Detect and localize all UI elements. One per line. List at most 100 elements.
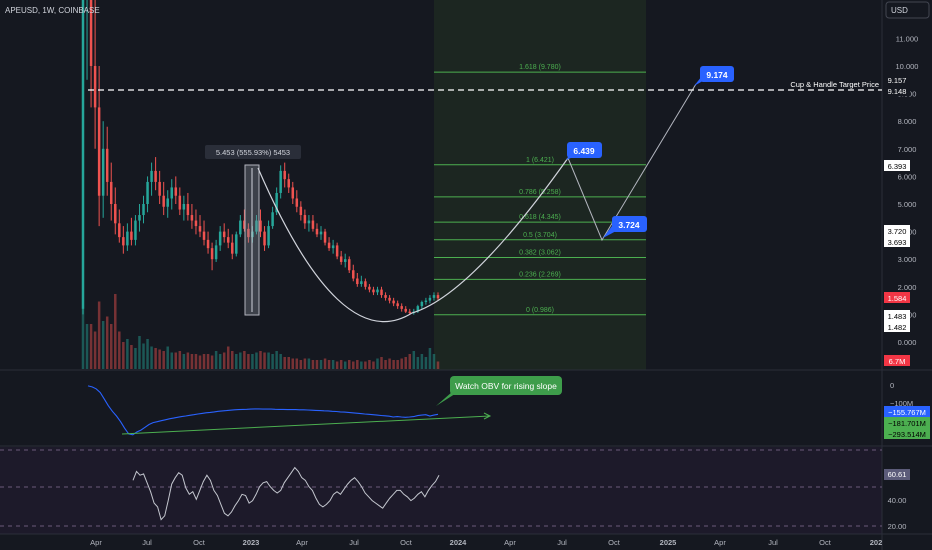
candle-body bbox=[231, 242, 234, 254]
price-range-measure[interactable]: 5.453 (555.93%) 5453 bbox=[205, 145, 301, 316]
price-tick-label: 7.000 bbox=[898, 145, 917, 154]
candle-body bbox=[436, 295, 440, 299]
candle-body bbox=[114, 204, 117, 224]
volume-bar bbox=[352, 361, 355, 369]
price-tag-text: 1.482 bbox=[888, 323, 907, 332]
candle-body bbox=[162, 195, 165, 207]
price-tag-text: 3.693 bbox=[888, 238, 907, 247]
candle-body bbox=[380, 289, 383, 296]
time-tick-label: 2023 bbox=[243, 538, 260, 547]
candle-body bbox=[392, 300, 395, 304]
symbol-title: APEUSD, 1W, COINBASE bbox=[5, 6, 100, 15]
price-tag bbox=[884, 74, 910, 85]
volume-bar bbox=[392, 360, 395, 369]
price-tag-text: 6.7M bbox=[889, 357, 906, 366]
currency-button[interactable]: USD bbox=[885, 1, 930, 19]
candle-body bbox=[303, 215, 307, 224]
obv-tick-label: −100M bbox=[890, 399, 913, 408]
rsi-background bbox=[0, 447, 882, 534]
volume-bar bbox=[118, 331, 121, 369]
obv-value-text: −181.701M bbox=[888, 419, 926, 428]
price-tick-label: 0.000 bbox=[898, 338, 917, 347]
candle-body bbox=[279, 170, 282, 193]
price-tick-label: 2.000 bbox=[898, 283, 917, 292]
cup-curve[interactable] bbox=[257, 157, 569, 323]
candle-body bbox=[134, 220, 137, 240]
price-tick-label: 6.000 bbox=[898, 172, 917, 181]
candle-body bbox=[259, 220, 262, 232]
volume-bar bbox=[368, 360, 371, 369]
price-tick-label: 8.000 bbox=[898, 117, 917, 126]
rsi-series bbox=[132, 466, 440, 521]
volume-bar bbox=[291, 358, 295, 369]
callout-6439[interactable]: 6.439 bbox=[566, 142, 602, 160]
volume-bar bbox=[186, 352, 190, 369]
volume-bar bbox=[138, 336, 141, 369]
volume-bar bbox=[283, 357, 286, 369]
fib-level-label: 0.236 (2.269) bbox=[519, 271, 561, 278]
time-tick-label: Apr bbox=[714, 538, 726, 547]
volume-bar bbox=[251, 354, 254, 369]
obv-value-text: −293.514M bbox=[888, 430, 926, 439]
callout-text: 3.724 bbox=[618, 220, 640, 230]
fib-retracement[interactable]: 1.618 (9.780) 1 (6.421) 0.786 (5.258) 0.618… bbox=[434, 64, 646, 316]
callout-3724[interactable]: 3.724 bbox=[603, 216, 647, 238]
volume-bar bbox=[226, 346, 230, 369]
candle-body bbox=[126, 231, 129, 246]
volume-bar bbox=[267, 352, 270, 369]
candle-body bbox=[339, 256, 343, 262]
projection-path[interactable] bbox=[567, 83, 697, 242]
time-tick-label: Oct bbox=[193, 538, 206, 547]
candle-body bbox=[235, 234, 238, 254]
candle-body bbox=[364, 281, 367, 287]
volume-bar bbox=[279, 354, 282, 369]
rsi-tick-label: 20.00 bbox=[888, 522, 907, 531]
time-tick-label: Jul bbox=[142, 538, 152, 547]
obv-trendline[interactable] bbox=[121, 415, 491, 435]
candle-body bbox=[218, 231, 222, 246]
volume-bar bbox=[162, 351, 165, 369]
time-tick-label: Jul bbox=[557, 538, 567, 547]
annotation-pointer bbox=[436, 392, 458, 406]
candle-body bbox=[194, 220, 198, 227]
price-tag bbox=[884, 355, 910, 366]
annotation-text: Watch OBV for rising slope bbox=[455, 381, 557, 391]
candle-body bbox=[89, 0, 93, 67]
candle-body bbox=[291, 187, 295, 199]
time-tick-label: Apr bbox=[504, 538, 516, 547]
volume-bar bbox=[166, 346, 169, 369]
callout-box bbox=[612, 216, 647, 232]
volume-bar bbox=[372, 361, 375, 369]
time-tick-label: Jul bbox=[349, 538, 359, 547]
volume-bar bbox=[190, 354, 194, 369]
volume-bar bbox=[109, 324, 113, 369]
candle-body bbox=[327, 242, 331, 249]
candle-body bbox=[190, 215, 194, 221]
volume-bar bbox=[271, 354, 274, 369]
candle-body bbox=[118, 223, 121, 238]
volume-bar bbox=[231, 351, 234, 369]
obv-value-tag bbox=[884, 428, 930, 439]
candle-body bbox=[368, 286, 371, 290]
volume-bar bbox=[114, 294, 117, 369]
price-tag-text: 9.157 bbox=[888, 76, 907, 85]
volume-bar bbox=[218, 354, 222, 369]
candle-body bbox=[247, 228, 250, 238]
volume-bar bbox=[376, 358, 379, 369]
volume-bar bbox=[388, 358, 391, 369]
price-tick-label: 11.000 bbox=[896, 34, 918, 43]
volume-bar bbox=[89, 324, 93, 369]
projection-zone bbox=[434, 0, 646, 370]
candle-body bbox=[138, 215, 141, 221]
obv-annotation[interactable]: Watch OBV for rising slope bbox=[436, 376, 562, 406]
volume-bar bbox=[380, 357, 383, 369]
candle-body bbox=[428, 297, 432, 301]
candle-body bbox=[416, 306, 420, 312]
volume-bar bbox=[420, 354, 424, 369]
callout-9174[interactable]: 9.174 bbox=[694, 66, 734, 86]
candle-body bbox=[186, 204, 190, 216]
volume-bar bbox=[243, 351, 246, 369]
candle-body bbox=[400, 306, 403, 309]
price-tag bbox=[884, 236, 910, 247]
